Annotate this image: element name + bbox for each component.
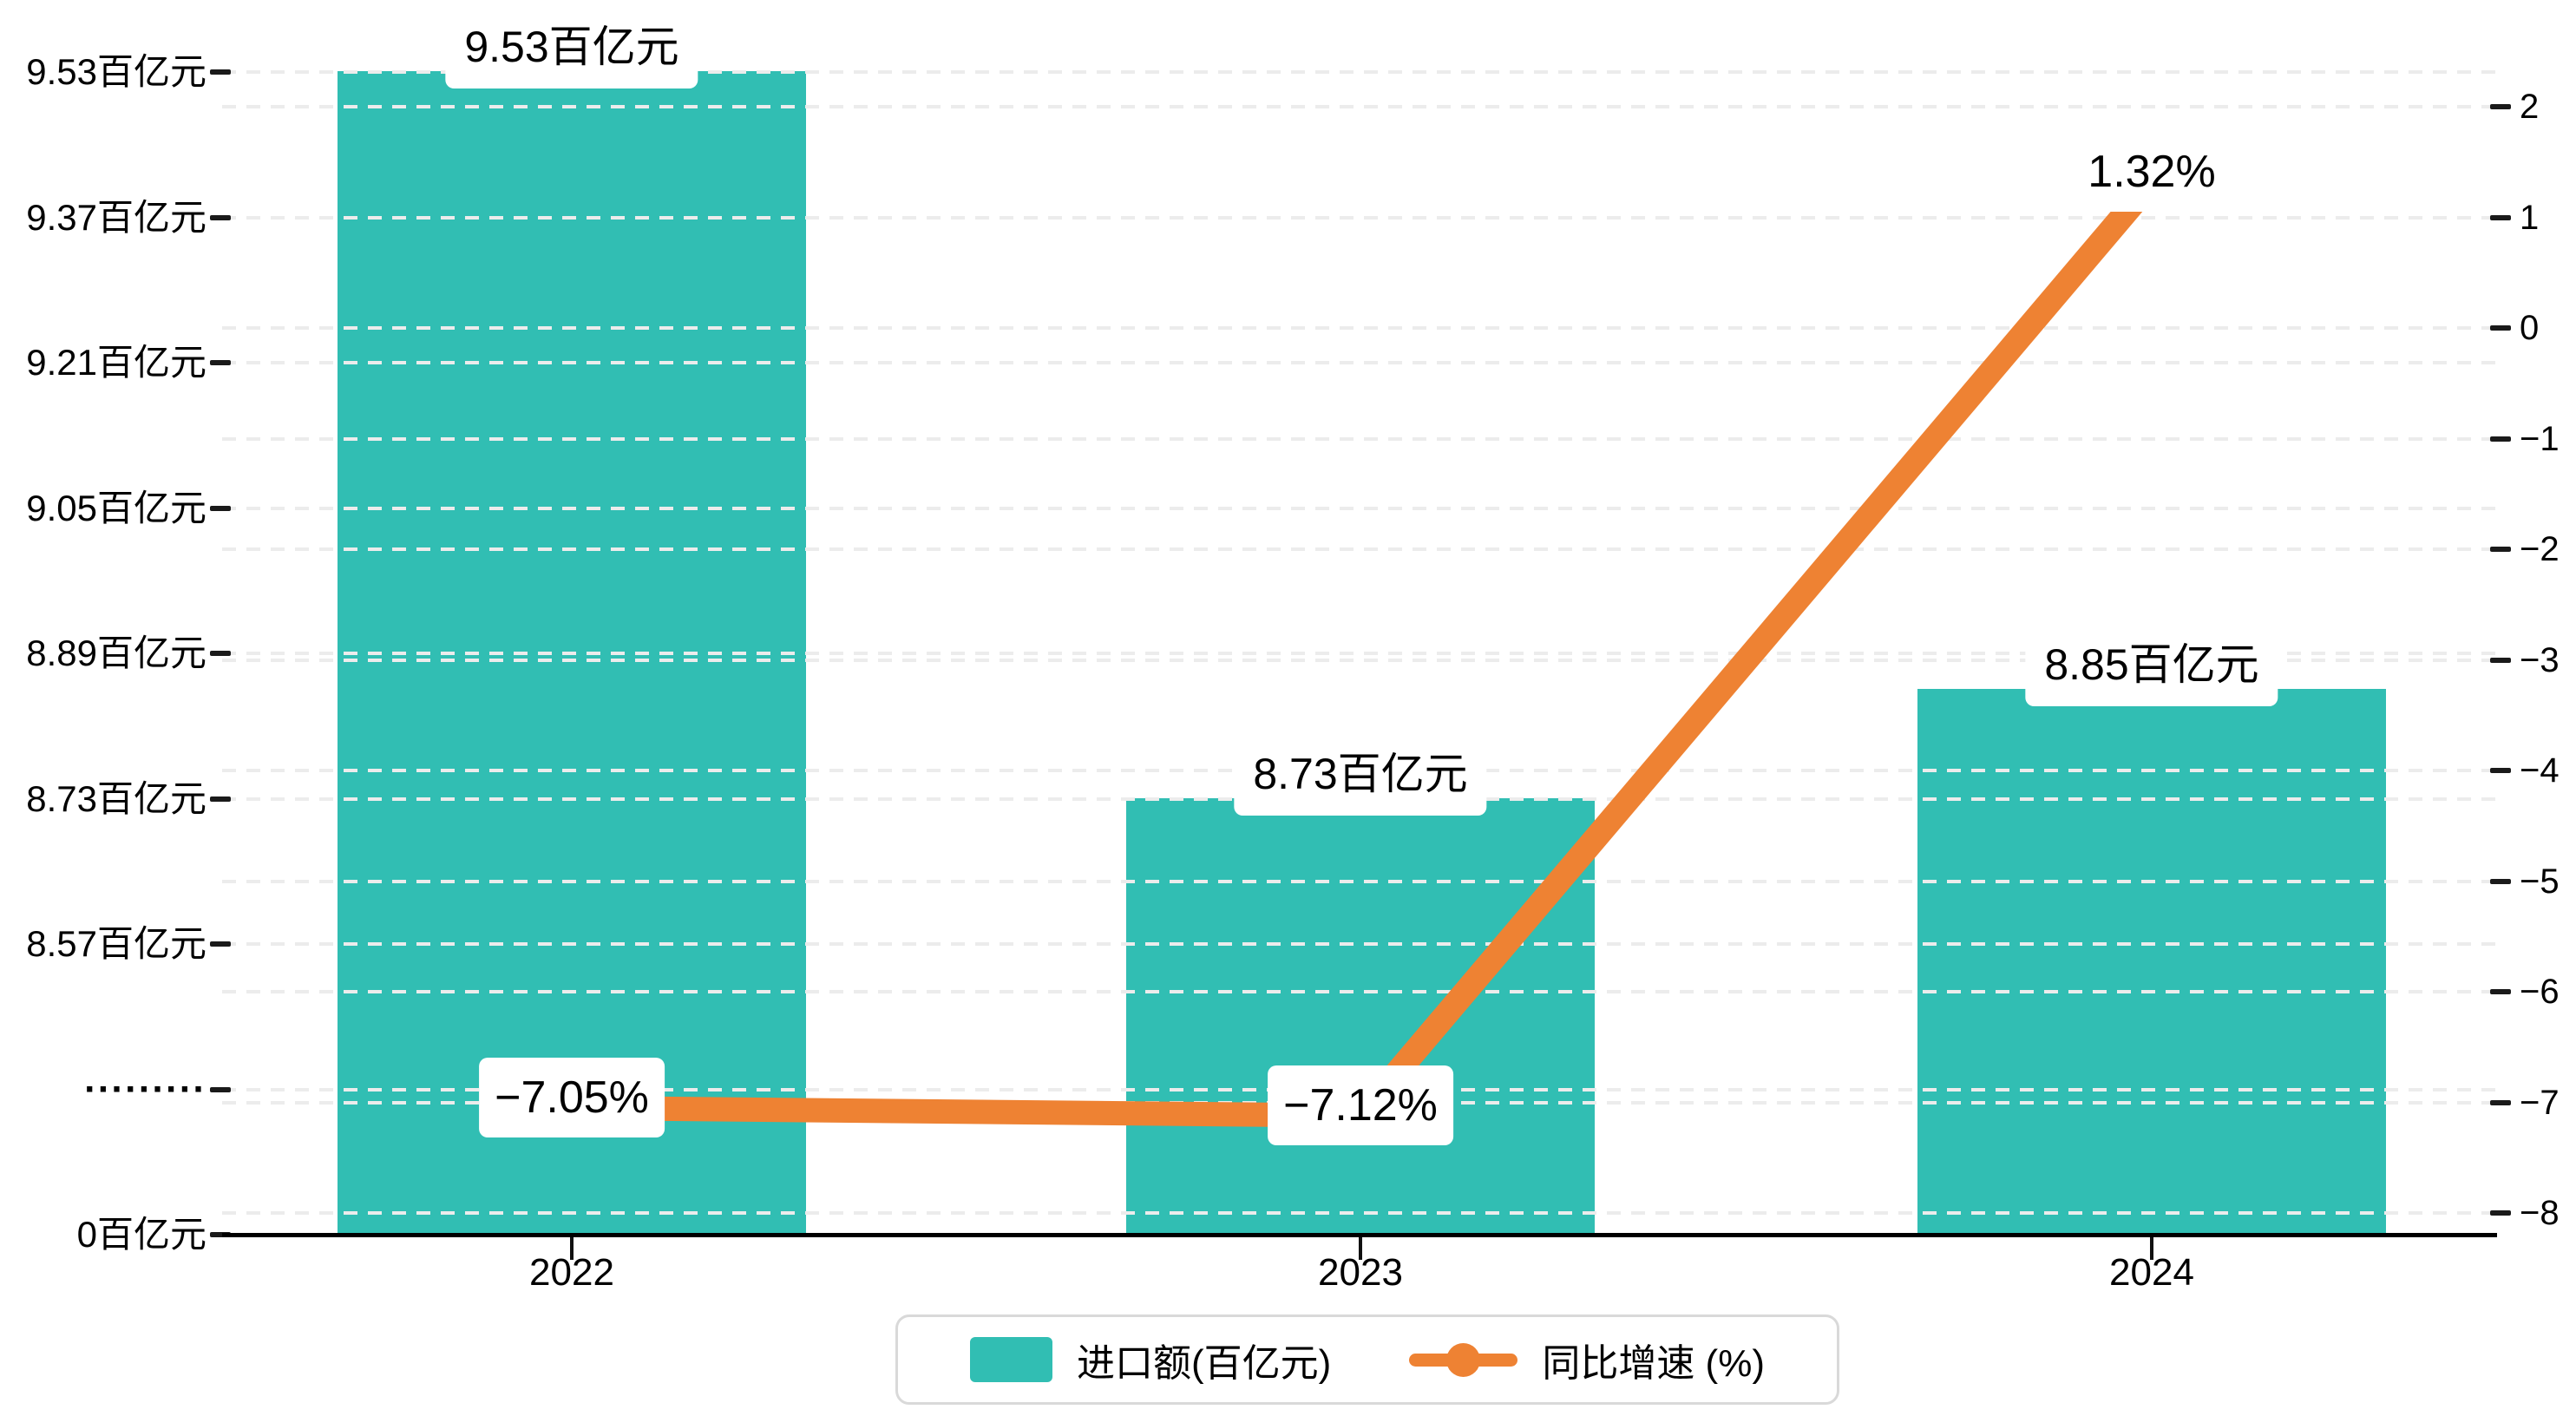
gridline [222,361,2497,364]
gridline [222,215,2497,220]
y-axis-right-tick-label: −5 [2520,862,2560,901]
y-axis-right-tick-label: 1 [2520,198,2540,237]
y-axis-right-tick-label: −8 [2520,1194,2560,1232]
line-value-label: −7.12% [1268,1065,1453,1145]
y-axis-left-tick-label: ········· [84,1067,206,1111]
legend-item-yoy-growth[interactable]: 同比增速 (%) [1409,1332,1765,1387]
line-value-label: 1.32% [2072,131,2232,212]
gridline [222,990,2497,993]
bar-value-label: 8.73百亿元 [1234,731,1487,816]
bar-2023[interactable] [1126,797,1595,1235]
y-axis-left-tick-mark [210,796,231,802]
y-axis-right-tick-label: 0 [2520,309,2540,347]
y-axis-left-tick-mark [210,941,231,947]
gridline [222,942,2497,946]
y-axis-left-tick-label: 8.73百亿元 [26,777,206,819]
gridline [222,436,2497,441]
y-axis-right-tick-label: 2 [2520,88,2540,126]
y-axis-left-tick-mark [210,505,231,511]
legend-item-label: 同比增速 (%) [1542,1342,1765,1385]
y-axis-left-tick-mark [210,1232,231,1237]
y-axis-left-tick-mark [210,651,231,656]
y-axis-left-tick-label: 9.37百亿元 [26,196,206,238]
y-axis-left-tick-label: 0百亿元 [76,1214,206,1255]
gridline [222,652,2497,655]
y-axis-left-tick-mark [210,1086,231,1092]
y-axis-left-tick-label: 9.53百亿元 [26,51,206,92]
bar-value-label: 8.85百亿元 [2025,622,2278,706]
gridline [222,506,2497,510]
y-axis-right-tick-label: −4 [2520,751,2560,790]
legend: 进口额(百亿元) 同比增速 (%) [895,1314,1839,1405]
y-axis-right-tick-mark [2490,325,2511,331]
x-axis-line [222,1233,2497,1237]
gridline [222,879,2497,883]
y-axis-left-tick-label: 8.89百亿元 [26,633,206,673]
gridline [222,326,2497,330]
y-axis-right-tick-label: −3 [2520,640,2560,679]
line-series-marker-icon [1409,1337,1518,1382]
y-axis-left-tick-label: 9.05百亿元 [26,487,206,528]
y-axis-right-tick-mark [2490,989,2511,994]
bar-2024[interactable] [1917,688,2386,1235]
gridline [222,105,2497,108]
bar-value-label: 9.53百亿元 [445,5,698,88]
y-axis-right-tick-mark [2490,436,2511,442]
y-axis-left-tick-mark [210,360,231,365]
growth-line[interactable] [571,174,2161,1128]
y-axis-left-tick-mark [210,69,231,75]
legend-item-label: 进口额(百亿元) [1077,1342,1332,1385]
line-marker-dot-icon [1446,1343,1481,1377]
y-axis-right-tick-mark [2490,104,2511,109]
y-axis-right-tick-mark [2490,214,2511,220]
y-axis-left-tick-mark [210,214,231,220]
gridline [222,1211,2497,1215]
y-axis-right-tick-mark [2490,657,2511,663]
x-axis-tick-mark [1359,1237,1362,1260]
y-axis-right-tick-label: −7 [2520,1083,2560,1122]
y-axis-right-tick-label: −6 [2520,973,2560,1011]
x-axis-tick-mark [570,1237,574,1260]
y-axis-left-tick-label: 9.21百亿元 [26,342,206,383]
gridline [222,70,2497,74]
legend-item-import-amount[interactable]: 进口额(百亿元) [970,1332,1331,1387]
y-axis-right-tick-label: −2 [2520,530,2560,568]
x-axis-tick-mark [2150,1237,2153,1260]
y-axis-right-tick-mark [2490,1210,2511,1216]
y-axis-right-tick-mark [2490,547,2511,552]
y-axis-right-tick-mark [2490,768,2511,773]
gridline [222,658,2497,662]
bar-series-swatch-icon [970,1337,1053,1382]
y-axis-right-tick-label: −1 [2520,419,2560,458]
y-axis-right-tick-mark [2490,1099,2511,1105]
line-value-label: −7.05% [479,1057,665,1137]
y-axis-left-tick-label: 8.57百亿元 [26,923,206,964]
gridline [222,547,2497,551]
y-axis-right-tick-mark [2490,878,2511,884]
